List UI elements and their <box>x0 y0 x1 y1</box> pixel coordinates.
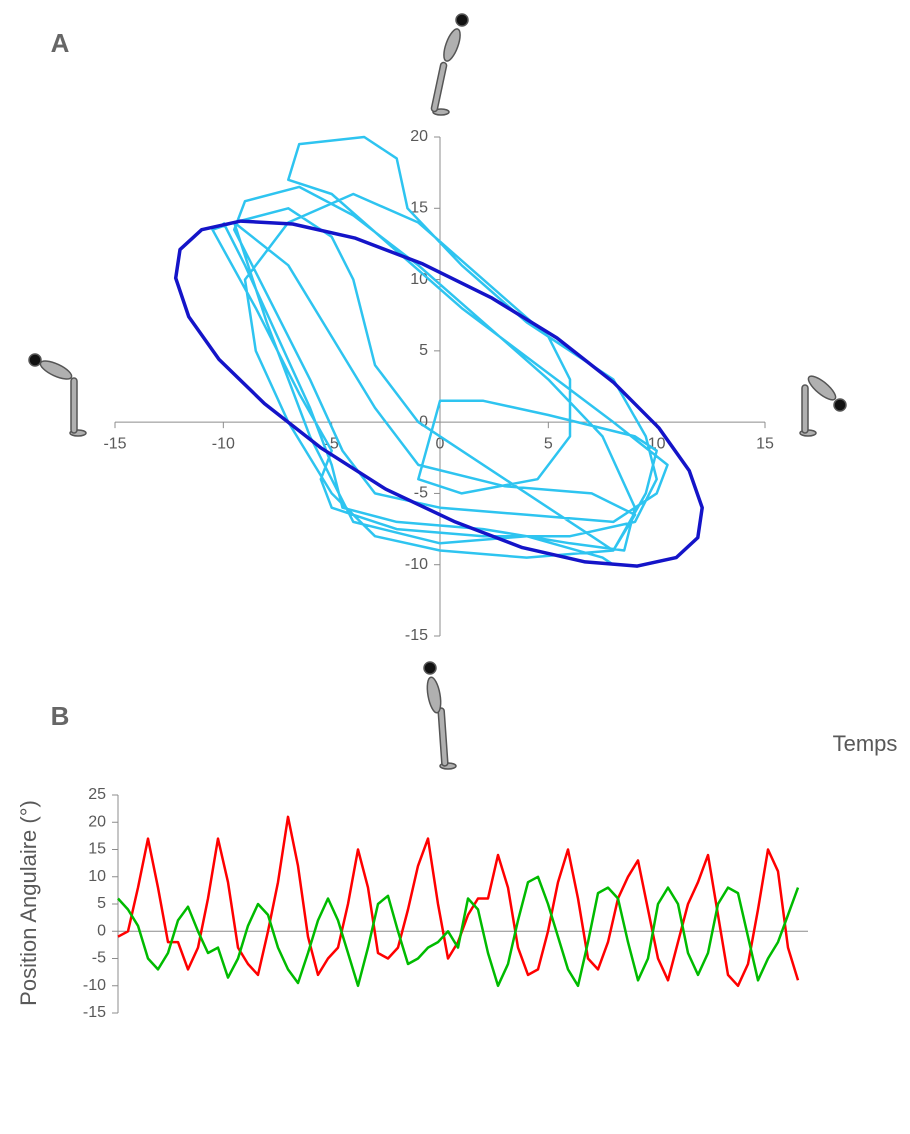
data-line <box>173 219 704 568</box>
y-tick-label: 25 <box>88 786 106 803</box>
y-tick-label: 15 <box>88 841 106 858</box>
y-axis-label: Position Angulaire (°) <box>16 800 41 1006</box>
y-tick-label: 0 <box>419 413 428 430</box>
y-tick-label: 5 <box>419 342 428 359</box>
data-line <box>117 815 800 988</box>
x-tick-label: -5 <box>325 435 339 452</box>
y-tick-label: 0 <box>97 922 106 939</box>
y-tick-label: -10 <box>405 556 428 573</box>
x-tick-label: -15 <box>103 435 126 452</box>
y-tick-label: 10 <box>410 271 428 288</box>
figure-icon-right <box>799 375 847 437</box>
y-tick-label: 20 <box>410 128 428 145</box>
y-tick-label: -5 <box>414 485 428 502</box>
x-tick-label: -10 <box>212 435 235 452</box>
y-tick-label: -5 <box>92 950 106 967</box>
y-tick-label: -15 <box>83 1004 106 1021</box>
y-tick-label: 15 <box>410 200 428 217</box>
x-tick-label: 5 <box>544 435 553 452</box>
x-tick-label: 15 <box>756 435 774 452</box>
figure-icon-bottom <box>423 661 457 770</box>
panel-label: A <box>51 28 70 58</box>
y-tick-label: -15 <box>405 627 428 644</box>
data-line <box>117 875 800 988</box>
y-tick-label: 20 <box>88 813 106 830</box>
figure-icon-left <box>28 353 87 437</box>
y-tick-label: -10 <box>83 977 106 994</box>
data-line <box>211 135 669 566</box>
figure-icon-top <box>430 13 469 116</box>
x-tick-label: 0 <box>436 435 445 452</box>
panel-label: B <box>51 701 70 731</box>
x-axis-label: Temps <box>833 731 898 756</box>
y-tick-label: 5 <box>97 895 106 912</box>
y-tick-label: 10 <box>88 868 106 885</box>
